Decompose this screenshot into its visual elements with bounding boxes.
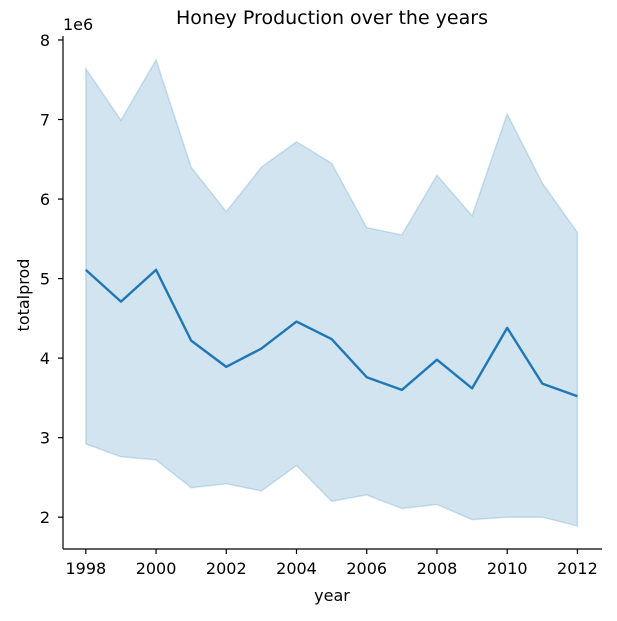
y-tick-label: 3 (40, 429, 50, 448)
y-axis-label: totalprod (14, 259, 33, 332)
series-line (85, 268, 578, 398)
x-tick-label: 2008 (417, 559, 458, 578)
y-tick-label: 7 (40, 111, 50, 130)
confidence-band (85, 58, 579, 527)
x-tick-label: 1998 (65, 559, 106, 578)
y-tick-label: 5 (40, 270, 50, 289)
x-tick-label: 2000 (136, 559, 177, 578)
y-tick-label: 6 (40, 190, 50, 209)
plot-area (85, 58, 579, 527)
x-tick-label: 2012 (557, 559, 598, 578)
x-tick-label: 2010 (487, 559, 528, 578)
y-offset-label: 1e6 (63, 15, 93, 34)
x-axis-ticks: 1998 2000 2002 2004 2006 2008 2010 2012 (65, 549, 598, 578)
y-tick-label: 8 (40, 31, 50, 50)
y-tick-label: 2 (40, 508, 50, 527)
chart-title: Honey Production over the years (176, 7, 488, 29)
x-axis-label: year (314, 586, 350, 605)
y-tick-label: 4 (40, 349, 50, 368)
x-tick-label: 2004 (276, 559, 317, 578)
x-tick-label: 2006 (346, 559, 387, 578)
y-axis-ticks: 2 3 4 5 6 7 8 (40, 31, 63, 527)
x-tick-label: 2002 (206, 559, 247, 578)
